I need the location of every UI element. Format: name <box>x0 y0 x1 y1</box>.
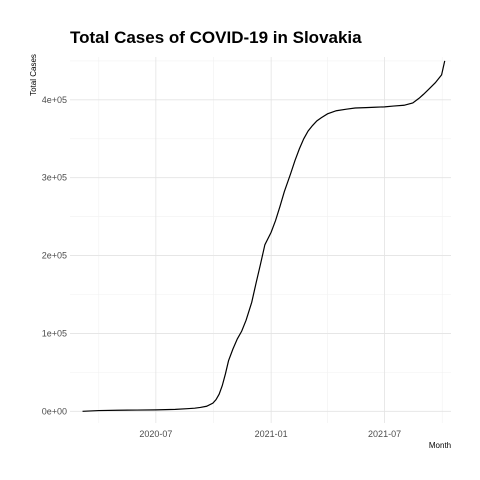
tick-labels: 0e+00 1e+05 2e+05 3e+05 4e+05 2020-07 2021-01 2… <box>42 95 401 439</box>
y-axis-title: Total Cases <box>29 54 38 96</box>
y-tick-label: 2e+05 <box>42 251 67 261</box>
chart-title: Total Cases of COVID-19 in Slovakia <box>70 28 362 47</box>
total-cases-line <box>82 60 446 412</box>
y-tick-label: 4e+05 <box>42 95 67 105</box>
grid <box>70 57 451 423</box>
x-tick-label: 2021-01 <box>255 429 288 439</box>
series-layer <box>82 60 446 412</box>
x-axis-title: Month <box>429 441 451 450</box>
y-tick-label: 1e+05 <box>42 328 67 338</box>
x-tick-label: 2021-07 <box>368 429 401 439</box>
y-tick-label: 0e+00 <box>42 406 67 416</box>
y-tick-label: 3e+05 <box>42 173 67 183</box>
x-tick-label: 2020-07 <box>139 429 172 439</box>
